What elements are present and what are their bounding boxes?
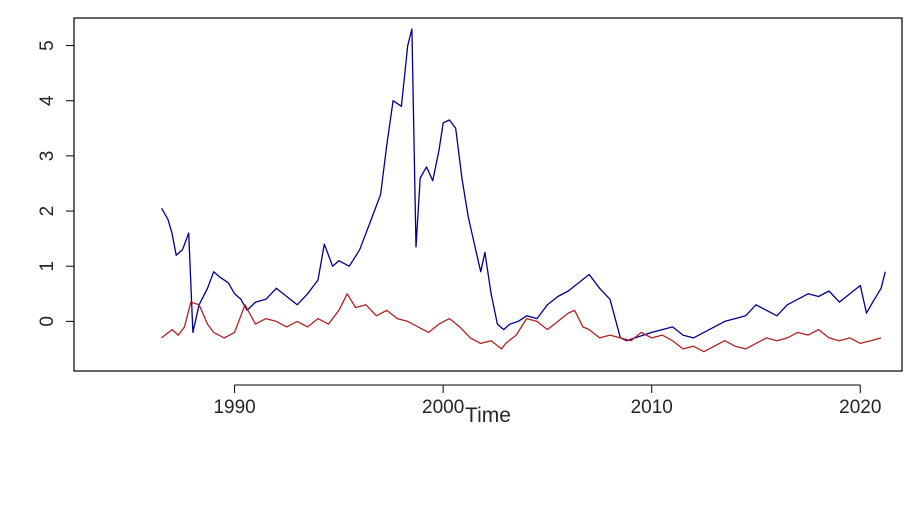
y-tick-label: 1 — [37, 261, 58, 272]
series-layer — [161, 28, 886, 353]
series-line-2 — [161, 293, 882, 353]
y-tick-label: 5 — [37, 40, 58, 51]
plot-box — [73, 17, 903, 372]
y-tick-label: 3 — [37, 151, 58, 162]
x-axis: 1990 2000 2010 2020 — [213, 384, 881, 418]
series-line-1 — [161, 28, 886, 342]
y-tick-label: 2 — [37, 206, 58, 217]
x-tick-label: 2020 — [839, 397, 881, 418]
x-tick-label: 2010 — [631, 397, 673, 418]
x-axis-title: Time — [465, 404, 511, 427]
x-tick-label: 2000 — [422, 397, 464, 418]
y-tick-label: 0 — [37, 316, 58, 327]
y-axis: 0 1 2 3 4 5 — [37, 40, 75, 327]
x-tick-label: 1990 — [213, 397, 255, 418]
y-tick-label: 4 — [37, 95, 58, 106]
